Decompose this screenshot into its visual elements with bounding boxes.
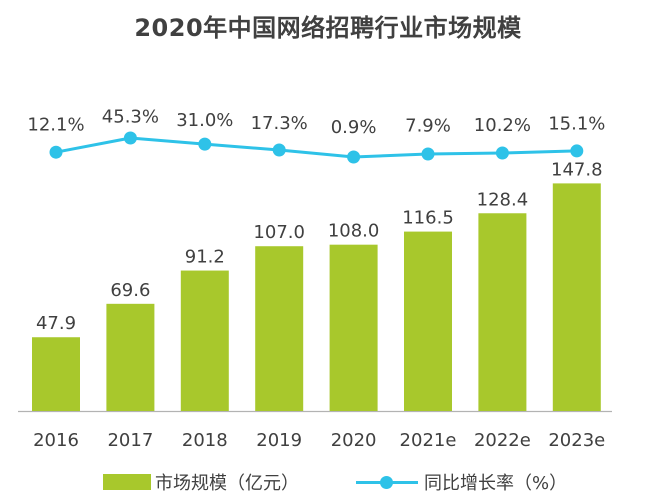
bar-value-label-2018: 91.2	[185, 247, 225, 268]
bar-2016	[32, 337, 80, 411]
chart-title: 2020年中国网络招聘行业市场规模	[134, 14, 522, 42]
growth-point-2022e	[495, 146, 509, 160]
legend-item-market-size: 市场规模（亿元）	[103, 468, 299, 496]
chart-plot: 47.9 2016 69.6 2017 91.2 2018 107.0 2019 108.0 20…	[18, 107, 612, 451]
growth-point-2023e	[570, 144, 584, 158]
bar-2023e	[552, 183, 601, 411]
growth-label-2016: 12.1%	[27, 114, 84, 135]
legend-label-market-size: 市场规模（亿元）	[155, 473, 299, 494]
bar-value-label-2019: 107.0	[253, 222, 305, 243]
growth-label-2021e: 7.9%	[405, 115, 451, 136]
x-tick-label-2018: 2018	[182, 430, 228, 451]
bar-value-label-2017: 69.6	[110, 280, 150, 301]
bar-2022e	[478, 213, 527, 411]
bar-value-label-2021e: 116.5	[402, 208, 454, 229]
bar-value-label-2022e: 128.4	[477, 189, 529, 210]
legend-line-swatch	[356, 474, 418, 490]
growth-label-2022e: 10.2%	[474, 115, 531, 136]
growth-rate-line	[55, 136, 577, 159]
growth-point-2019	[272, 143, 286, 157]
legend: 市场规模（亿元） 同比增长率（%）	[0, 468, 656, 496]
bar-2017	[106, 303, 155, 411]
growth-label-2018: 31.0%	[176, 110, 233, 131]
x-tick-label-2019: 2019	[256, 430, 302, 451]
bar-2018	[180, 270, 229, 411]
growth-point-2018	[198, 137, 212, 151]
bar-value-label-2023e: 147.8	[551, 159, 603, 180]
x-tick-label-2022e: 2022e	[474, 430, 531, 451]
legend-item-growth-rate: 同比增长率（%）	[356, 468, 567, 496]
legend-label-growth-rate: 同比增长率（%）	[424, 473, 568, 494]
x-tick-label-2017: 2017	[107, 430, 153, 451]
bar-2019	[255, 246, 304, 411]
growth-label-2023e: 15.1%	[548, 114, 605, 135]
growth-point-2017	[123, 131, 137, 145]
legend-bar-swatch	[103, 474, 151, 490]
x-tick-label-2021e: 2021e	[400, 430, 457, 451]
growth-point-2021e	[421, 147, 435, 161]
growth-point-2016	[49, 145, 63, 159]
x-tick-label-2020: 2020	[331, 430, 377, 451]
growth-label-2019: 17.3%	[251, 113, 308, 134]
growth-label-2020: 0.9%	[331, 117, 377, 138]
bar-value-label-2016: 47.9	[36, 313, 76, 334]
growth-label-2017: 45.3%	[102, 107, 159, 128]
bar-2020	[329, 244, 378, 411]
growth-point-2020	[347, 150, 361, 164]
bar-value-label-2020: 108.0	[328, 221, 380, 242]
x-tick-label-2016: 2016	[33, 430, 79, 451]
x-tick-label-2023e: 2023e	[548, 430, 605, 451]
bar-2021e	[404, 231, 452, 411]
